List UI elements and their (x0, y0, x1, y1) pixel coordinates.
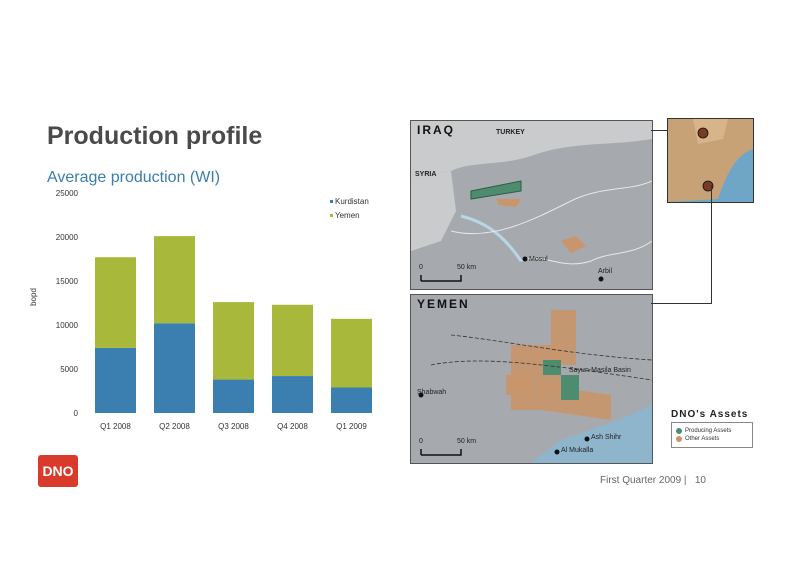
arbil-label: Arbil (598, 268, 613, 275)
bar-yemen (331, 318, 372, 388)
production-chart: 0 5000 10000 15000 20000 25000 Q1 2008 Q2 2008… (29, 189, 372, 431)
x-tick-label: Q4 2008 (277, 422, 308, 431)
region-inset-graphic (668, 119, 753, 202)
slide-title: Production profile (47, 122, 263, 150)
other-label: Other Assets (685, 436, 720, 442)
legend-producing: Producing Assets (676, 428, 748, 434)
y-tick-label: 25000 (56, 189, 79, 198)
ash-shihr-label: Ash Shihr (591, 434, 622, 441)
bar-kurdistan (272, 376, 313, 413)
legend-swatch (330, 200, 333, 203)
bar-kurdistan (154, 323, 195, 413)
mosul-label: Mosul (529, 256, 548, 263)
syria-label: SYRIA (415, 171, 437, 178)
x-tick-label: Q1 2009 (336, 422, 367, 431)
other-swatch (676, 436, 682, 442)
assets-legend-body: Producing Assets Other Assets (671, 422, 753, 448)
producing-label: Producing Assets (685, 428, 732, 434)
region-inset-map (667, 118, 754, 203)
basin-label: Sayun-Masila Basin (569, 367, 631, 374)
x-tick-label: Q2 2008 (159, 422, 190, 431)
bar-kurdistan (213, 379, 254, 413)
bar-kurdistan (331, 387, 372, 413)
iraq-map: IRAQ TURKEY SYRIA Mosul Arbil 0 50 km (410, 120, 653, 290)
y-tick-label: 20000 (56, 233, 79, 242)
connector-line (711, 185, 712, 303)
yemen-map: YEMEN Sayun-Masila Basin Shabwah Ash Shi… (410, 294, 653, 464)
legend-label: Kurdistan (335, 197, 369, 206)
iraq-scale-label: 50 km (457, 264, 477, 271)
y-tick-label: 0 (74, 409, 79, 418)
connector-line (651, 130, 667, 131)
bar-yemen (272, 304, 313, 377)
x-tick-label: Q3 2008 (218, 422, 249, 431)
turkey-label: TURKEY (496, 129, 525, 136)
y-tick-label: 10000 (56, 321, 79, 330)
y-tick-label: 15000 (56, 277, 79, 286)
iraq-map-graphic (411, 121, 652, 289)
bar-yemen (95, 257, 136, 348)
chart-subtitle: Average production (WI) (47, 169, 221, 186)
assets-legend-title: DNO's Assets (671, 409, 749, 420)
shabwah-label: Shabwah (417, 389, 447, 396)
yemen-map-graphic (411, 295, 652, 463)
bar-yemen (213, 302, 254, 380)
iraq-scale-zero: 0 (419, 264, 423, 271)
legend-swatch (330, 214, 333, 217)
yemen-map-title: YEMEN (417, 297, 470, 311)
y-axis-label: bopd (29, 288, 38, 306)
legend-label: Yemen (335, 211, 360, 220)
connector-line (651, 303, 712, 304)
bar-yemen (154, 236, 195, 324)
assets-legend: DNO's Assets Producing Assets Other Asse… (671, 409, 753, 455)
bar-kurdistan (95, 347, 136, 413)
yemen-scale-zero: 0 (419, 438, 423, 445)
iraq-map-title: IRAQ (417, 123, 455, 137)
x-tick-label: Q1 2008 (100, 422, 131, 431)
producing-swatch (676, 428, 682, 434)
yemen-scale-label: 50 km (457, 438, 477, 445)
legend-other: Other Assets (676, 436, 748, 442)
slide-footer: First Quarter 2009 | 10 (600, 475, 706, 486)
y-tick-label: 5000 (60, 365, 78, 374)
dno-logo: DNO (38, 455, 78, 487)
al-mukalla-label: Al Mukalla (561, 447, 594, 454)
